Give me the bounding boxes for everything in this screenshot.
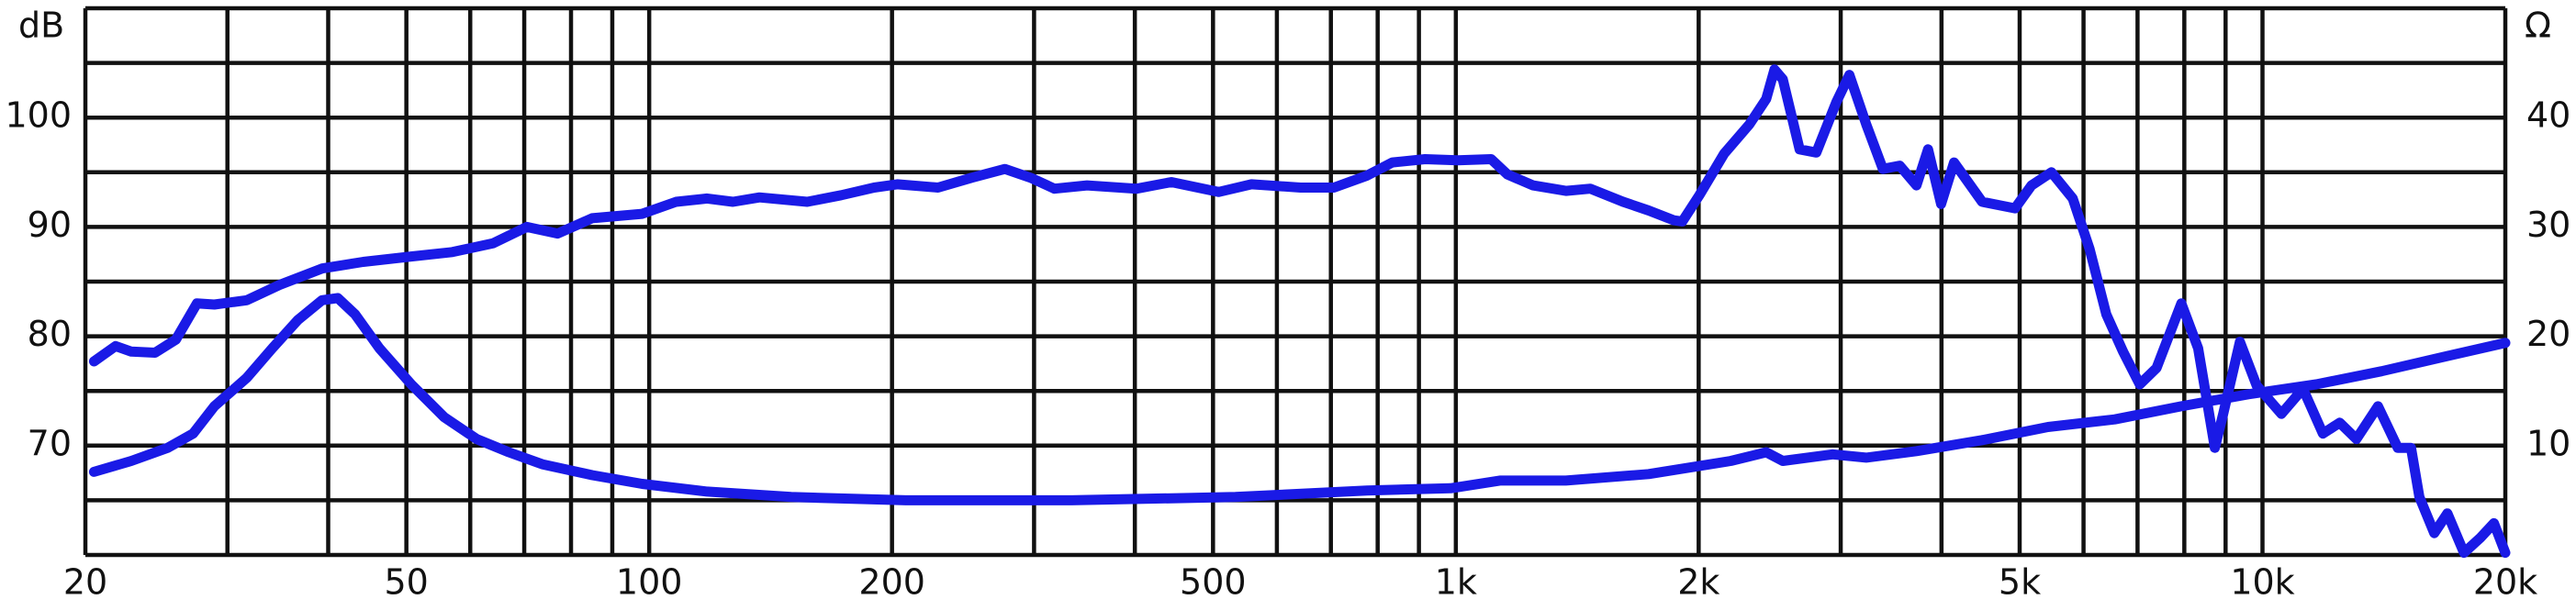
x-tick-label: 1k [1435,562,1477,603]
x-tick-label: 2k [1677,562,1719,603]
y2-tick-label: 40 [2526,95,2570,136]
y-axis-label: dB [18,6,64,46]
x-tick-label: 10k [2230,562,2294,603]
y-tick-label: 90 [28,205,72,245]
x-tick-label: 50 [384,562,428,603]
response-curve [88,64,2511,559]
x-tick-label: 500 [1180,562,1247,603]
x-tick-label: 200 [858,562,925,603]
y2-tick-label: 30 [2526,205,2570,245]
x-tick-label: 20 [63,562,107,603]
y2-axis-label: Ω [2525,6,2551,46]
response-curve [88,293,2511,505]
x-tick-label: 100 [616,562,683,603]
x-tick-label: 5k [1999,562,2041,603]
y-tick-label: 100 [5,95,72,136]
x-tick-label: 20k [2473,562,2537,603]
y-tick-label: 80 [28,314,72,354]
y2-tick-label: 10 [2526,423,2570,463]
y2-tick-label: 20 [2526,314,2570,354]
y-tick-label: 70 [28,423,72,463]
